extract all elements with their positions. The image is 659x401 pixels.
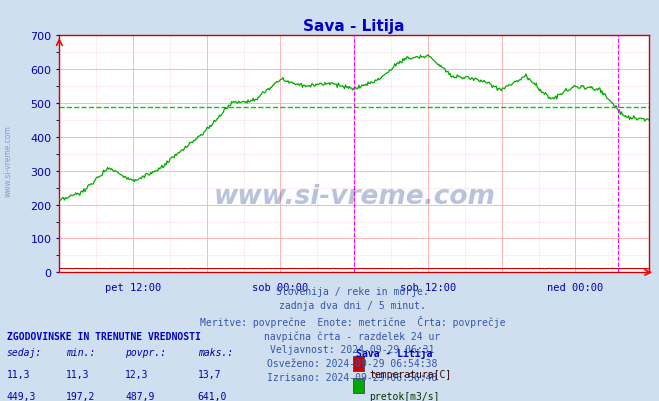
Text: Sava - Litija: Sava - Litija	[356, 347, 432, 358]
Text: Slovenija / reke in morje.
zadnja dva dni / 5 minut.
Meritve: povprečne  Enote: : Slovenija / reke in morje. zadnja dva dn…	[200, 287, 505, 382]
Text: pretok[m3/s]: pretok[m3/s]	[369, 391, 440, 401]
Text: temperatura[C]: temperatura[C]	[369, 369, 451, 379]
Text: sedaj:: sedaj:	[7, 347, 42, 357]
Text: 197,2: 197,2	[66, 391, 96, 401]
Text: 13,7: 13,7	[198, 369, 221, 379]
Text: sob 12:00: sob 12:00	[400, 283, 456, 293]
Text: www.si-vreme.com: www.si-vreme.com	[214, 184, 495, 210]
Text: ZGODOVINSKE IN TRENUTNE VREDNOSTI: ZGODOVINSKE IN TRENUTNE VREDNOSTI	[7, 331, 200, 341]
Text: pet 12:00: pet 12:00	[105, 283, 161, 293]
Text: 12,3: 12,3	[125, 369, 149, 379]
Text: 487,9: 487,9	[125, 391, 155, 401]
Text: povpr.:: povpr.:	[125, 347, 166, 357]
Text: maks.:: maks.:	[198, 347, 233, 357]
Title: Sava - Litija: Sava - Litija	[303, 18, 405, 34]
Text: 11,3: 11,3	[66, 369, 90, 379]
Text: 11,3: 11,3	[7, 369, 30, 379]
Text: www.si-vreme.com: www.si-vreme.com	[3, 125, 13, 196]
Text: sob 00:00: sob 00:00	[252, 283, 308, 293]
Text: 641,0: 641,0	[198, 391, 227, 401]
Text: 449,3: 449,3	[7, 391, 36, 401]
Text: min.:: min.:	[66, 347, 96, 357]
Text: ned 00:00: ned 00:00	[547, 283, 604, 293]
